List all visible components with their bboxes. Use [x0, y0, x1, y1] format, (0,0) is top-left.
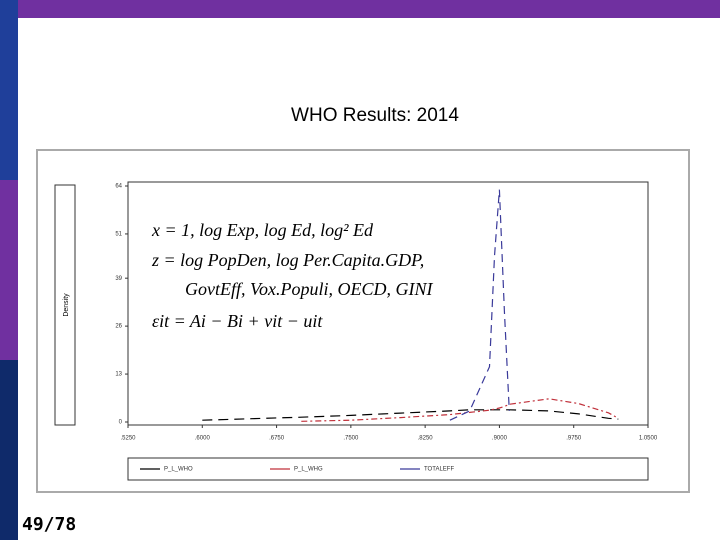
y-tick-label: 13	[115, 372, 122, 378]
y-tick-label: 64	[115, 184, 122, 190]
legend-label: P_L_WHG	[294, 467, 323, 473]
chart-frame	[36, 149, 690, 493]
annotation: GovtEff, Vox.Populi, OECD, GINI	[185, 279, 433, 299]
top-bar	[0, 0, 720, 18]
x-tick-label: .5250	[120, 436, 136, 442]
series-line	[449, 189, 510, 421]
side-strip	[0, 180, 18, 360]
annotation: x = 1, log Exp, log Ed, log² Ed	[151, 220, 374, 240]
x-tick-label: 1.0500	[639, 436, 658, 442]
plot-area	[127, 181, 649, 426]
legend-label: TOTALEFF	[424, 467, 454, 473]
annotation: εit = Ai − Bi + vit − uit	[152, 311, 323, 331]
y-tick-label: 26	[115, 324, 122, 330]
x-tick-label: .7500	[343, 436, 359, 442]
x-tick-label: .9000	[492, 436, 508, 442]
x-tick-label: .9750	[566, 436, 582, 442]
y-tick-label: 39	[115, 276, 122, 282]
x-tick-label: .6000	[195, 436, 211, 442]
annotation: z = log PopDen, log Per.Capita.GDP,	[151, 250, 424, 270]
y-tick-label: 0	[119, 420, 123, 426]
ylabel-box	[54, 184, 76, 426]
legend-label: P_L_WHO	[164, 467, 193, 473]
y-axis-label: Density	[63, 293, 70, 317]
side-strip	[0, 0, 18, 180]
series-line	[301, 398, 619, 422]
legend-box	[127, 457, 649, 481]
x-tick-label: .6750	[269, 436, 285, 442]
y-tick-label: 51	[115, 232, 122, 238]
side-strip	[0, 360, 18, 540]
page-number: 49/78	[22, 514, 76, 535]
x-tick-label: .8250	[418, 436, 434, 442]
slide-title: WHO Results: 2014	[291, 105, 459, 126]
